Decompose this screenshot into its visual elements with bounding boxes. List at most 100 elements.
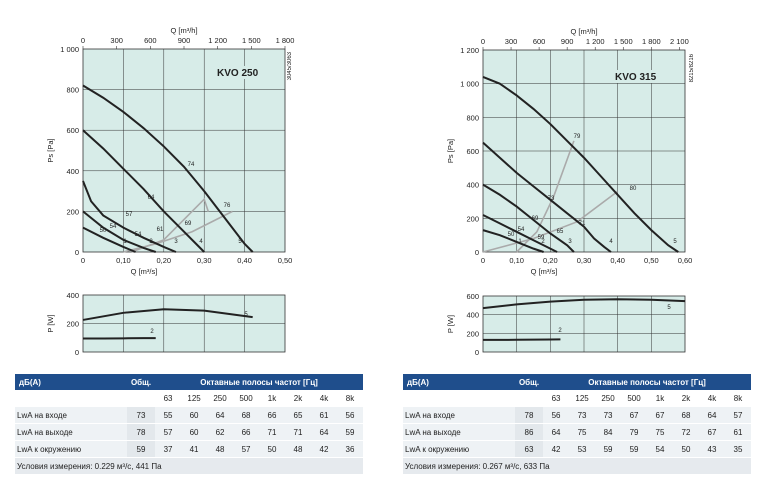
model-code: 8215/8216 xyxy=(689,54,695,83)
top-tick-label: 600 xyxy=(533,37,546,46)
x-tick-label: 0,10 xyxy=(116,256,131,265)
speed-label: 4 xyxy=(609,239,613,245)
sound-table: дБ(А) Общ. Октавные полосы частот [Гц] 6… xyxy=(403,374,751,475)
y-tick-label: 800 xyxy=(466,113,479,122)
fan-curve-4 xyxy=(482,141,612,253)
x-tick-label: 0,30 xyxy=(577,256,592,265)
table-row: LwA к окружению 63 42 53 59 59 54 50 43 … xyxy=(403,440,751,458)
model-title: KVO 315 xyxy=(615,72,657,83)
top-axis-title: Q [m³/h] xyxy=(570,27,597,36)
table-row: LwA на входе 78 56 73 73 67 67 68 64 57 xyxy=(403,406,751,424)
header-bands: Октавные полосы частот [Гц] xyxy=(543,374,751,390)
speed-label: 3 xyxy=(174,239,178,245)
cell: 71 xyxy=(259,423,285,441)
model-title-bg xyxy=(215,66,263,79)
y-tick-label: 600 xyxy=(466,147,479,156)
x-tick-label: 0,40 xyxy=(610,256,625,265)
x-tick-label: 0,20 xyxy=(543,256,558,265)
fan-curve-5 xyxy=(482,76,679,253)
top-tick-label: 600 xyxy=(144,36,157,45)
row-label: LwA на входе xyxy=(15,406,127,424)
cell: 79 xyxy=(621,423,648,441)
speed-label: 1 xyxy=(123,239,127,245)
header-total: Общ. xyxy=(514,374,544,390)
model-title-bg xyxy=(613,70,661,83)
band-label: 2k xyxy=(285,390,311,407)
speed-label: 2 xyxy=(149,239,153,245)
band-label: 1k xyxy=(259,390,285,407)
cell: 60 xyxy=(181,423,208,441)
x-tick-label: 0,60 xyxy=(678,256,693,265)
header-db: дБ(А) xyxy=(15,374,127,390)
kvo-315-panel: 0 200 400 600 800 1 000 1 200 0 0,10 0,20 0,30 0,40… xyxy=(393,0,759,494)
header-bands: Октавные полосы частот [Гц] xyxy=(155,374,363,390)
row-total: 86 xyxy=(514,423,544,441)
sound-level-label: 69 xyxy=(532,216,539,222)
top-tick-label: 0 xyxy=(481,37,485,46)
cell: 64 xyxy=(543,423,570,441)
speed-label: 2 xyxy=(541,239,545,245)
power-speed-label: 2 xyxy=(150,329,154,335)
power-speed-label: 2 xyxy=(558,328,562,334)
cell: 65 xyxy=(285,406,311,424)
system-curve xyxy=(123,210,233,253)
band-label: 2k xyxy=(673,390,699,407)
measure-note: Условия измерения: 0.267 м³/с, 633 Па xyxy=(403,457,751,475)
cell: 57 xyxy=(233,440,260,458)
y-tick-label: 800 xyxy=(66,86,79,95)
fan-curve-4 xyxy=(82,129,205,253)
speed-label: 5 xyxy=(238,239,242,245)
cell: 56 xyxy=(336,406,363,424)
cell: 67 xyxy=(698,423,725,441)
power-axis-title: P [W] xyxy=(46,314,55,332)
sound-level-label: 59 xyxy=(538,235,545,241)
sound-level-label: 64 xyxy=(148,195,155,201)
sound-level-label: 61 xyxy=(157,227,164,233)
power-tick-label: 400 xyxy=(466,311,479,320)
top-tick-label: 2 100 xyxy=(670,37,689,46)
cell: 50 xyxy=(259,440,285,458)
row-label: LwA на входе xyxy=(403,406,515,424)
speed-label: 4 xyxy=(199,239,203,245)
cell: 64 xyxy=(698,406,725,424)
cell: 68 xyxy=(233,406,260,424)
cell: 50 xyxy=(673,440,699,458)
x-axis-title: Q [m³/s] xyxy=(131,267,158,276)
top-tick-label: 0 xyxy=(81,36,85,45)
row-label: LwA на выходе xyxy=(403,423,515,441)
row-label: LwA к окружению xyxy=(15,440,127,458)
sound-level-label: 79 xyxy=(574,134,581,140)
y-tick-label: 1 200 xyxy=(460,46,479,55)
cell: 64 xyxy=(207,406,234,424)
system-curve xyxy=(516,140,575,253)
power-tick-label: 0 xyxy=(475,348,479,357)
band-label: 4k xyxy=(698,390,725,407)
top-tick-label: 1 800 xyxy=(642,37,661,46)
sound-level-label: 50 xyxy=(100,228,107,234)
row-total: 63 xyxy=(514,440,544,458)
sound-level-label: 65 xyxy=(557,229,564,235)
cell: 56 xyxy=(543,406,570,424)
cell: 66 xyxy=(259,406,285,424)
y-axis-title: Ps [Pa] xyxy=(446,139,455,163)
power-speed-label: 5 xyxy=(244,312,248,318)
sound-level-label: 71 xyxy=(579,221,586,227)
cell: 48 xyxy=(207,440,234,458)
cell: 53 xyxy=(569,440,596,458)
power-curve-5 xyxy=(482,298,686,310)
band-label: 500 xyxy=(233,390,260,407)
sound-level-label: 57 xyxy=(126,212,133,218)
cell: 48 xyxy=(285,440,311,458)
speed-label: 5 xyxy=(673,239,677,245)
band-label: 250 xyxy=(595,390,622,407)
band-label: 250 xyxy=(207,390,234,407)
sound-table: дБ(А) Общ. Октавные полосы частот [Гц] 6… xyxy=(15,374,363,475)
cell: 64 xyxy=(310,423,337,441)
y-tick-label: 200 xyxy=(466,214,479,223)
x-tick-label: 0,40 xyxy=(237,256,252,265)
cell: 41 xyxy=(181,440,208,458)
cell: 55 xyxy=(155,406,182,424)
cell: 67 xyxy=(647,406,673,424)
sound-level-label: 69 xyxy=(185,221,192,227)
sound-level-label: 76 xyxy=(224,203,231,209)
